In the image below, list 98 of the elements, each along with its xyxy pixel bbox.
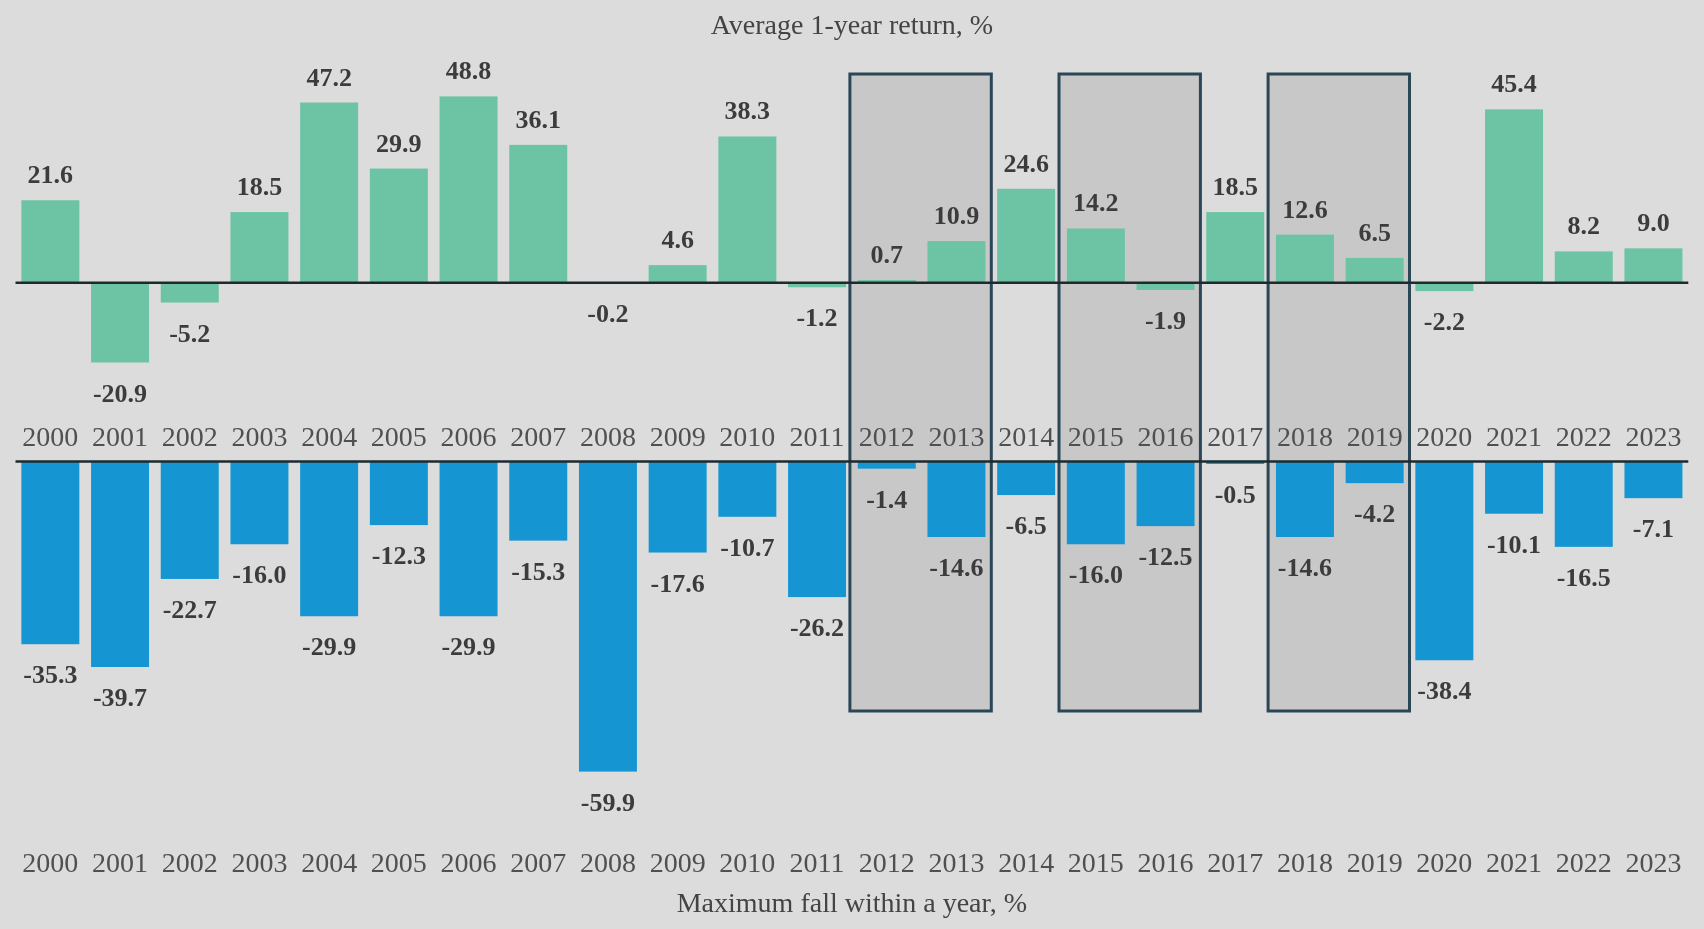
data-label: 12.6	[1282, 194, 1328, 224]
x-tick-label: 2002	[161, 421, 218, 452]
data-label: -1.4	[866, 484, 908, 514]
x-tick-label: 2016	[1137, 421, 1194, 452]
x-tick-label: 2018	[1276, 421, 1333, 452]
x-tick-label: 2013	[928, 421, 985, 452]
x-tick-label: 2008	[579, 847, 636, 878]
data-label: -16.5	[1556, 562, 1611, 592]
data-label: 21.6	[27, 160, 74, 190]
x-tick-label: 2001	[92, 421, 149, 452]
x-tick-label: 2017	[1207, 847, 1264, 878]
x-tick-label: 2021	[1486, 847, 1543, 878]
data-label: -15.3	[511, 556, 566, 586]
x-tick-label: 2005	[370, 421, 427, 452]
x-tick-label: 2016	[1137, 847, 1194, 878]
chart-title: Average 1-year return, %	[710, 9, 994, 40]
data-label: -35.3	[23, 660, 78, 690]
x-tick-label: 2023	[1625, 847, 1682, 878]
x-tick-label: 2012	[858, 421, 915, 452]
x-tick-label: 2000	[22, 847, 79, 878]
data-label: -10.7	[720, 532, 775, 562]
x-tick-label: 2017	[1207, 421, 1264, 452]
data-label: -20.9	[92, 378, 148, 408]
x-tick-label: 2006	[440, 421, 497, 452]
x-tick-label: 2011	[789, 421, 845, 452]
x-tick-label: 2002	[161, 847, 218, 878]
x-tick-label: 2010	[719, 847, 776, 878]
data-label: 10.9	[933, 201, 980, 231]
x-tick-label: 2013	[928, 847, 985, 878]
x-tick-label: 2009	[649, 847, 706, 878]
data-label: 6.5	[1358, 217, 1391, 247]
x-tick-label: 2011	[789, 847, 845, 878]
x-tick-label: 2003	[231, 421, 288, 452]
data-label: -0.5	[1214, 479, 1256, 509]
x-tick-label: 2020	[1416, 847, 1473, 878]
x-tick-label: 2006	[440, 847, 497, 878]
data-label: -17.6	[650, 568, 705, 598]
x-tick-label: 2022	[1555, 847, 1612, 878]
data-label: -16.0	[1068, 560, 1123, 590]
data-label: -7.1	[1632, 514, 1675, 544]
data-label: -14.6	[1277, 553, 1333, 583]
x-tick-label: 2019	[1346, 847, 1403, 878]
x-tick-label: 2022	[1555, 421, 1612, 452]
data-label: 18.5	[236, 172, 283, 202]
data-label: -5.2	[169, 318, 211, 348]
x-tick-label: 2001	[92, 847, 149, 878]
x-tick-label: 2000	[22, 421, 79, 452]
data-label: 38.3	[724, 96, 771, 126]
data-label: -6.5	[1005, 511, 1047, 541]
data-label: 24.6	[1003, 148, 1049, 178]
data-label: -29.9	[441, 632, 496, 662]
x-tick-label: 2014	[998, 847, 1055, 878]
data-label: -22.7	[162, 594, 217, 624]
x-tick-label: 2007	[510, 421, 567, 452]
x-tick-label: 2020	[1416, 421, 1473, 452]
data-label: 8.2	[1567, 211, 1600, 241]
data-label: -59.9	[580, 787, 636, 817]
data-label: -12.3	[371, 541, 426, 571]
x-tick-label: 2004	[301, 421, 358, 452]
x-tick-label: 2003	[231, 847, 288, 878]
x-tick-label: 2012	[858, 847, 915, 878]
data-label: -0.2	[587, 299, 629, 329]
x-tick-label: 2023	[1625, 421, 1682, 452]
x-tick-label: 2014	[998, 421, 1055, 452]
data-label: 45.4	[1491, 69, 1537, 99]
data-label: 47.2	[306, 62, 352, 92]
data-label: 9.0	[1637, 208, 1670, 238]
data-label: -14.6	[929, 553, 984, 583]
data-label: 29.9	[376, 128, 422, 158]
data-label: -26.2	[789, 613, 845, 643]
data-label: 36.1	[515, 104, 561, 134]
data-label: -12.5	[1138, 542, 1193, 572]
x-tick-label: 2007	[510, 847, 567, 878]
x-tick-label: 2021	[1486, 421, 1543, 452]
data-label: 4.6	[661, 225, 694, 255]
data-label: -4.2	[1354, 499, 1396, 529]
x-tick-label: 2019	[1346, 421, 1403, 452]
data-label: 0.7	[870, 240, 903, 270]
x-tick-label: 2018	[1276, 847, 1333, 878]
data-label: -10.1	[1486, 529, 1542, 559]
x-tick-label: 2015	[1067, 421, 1124, 452]
x-axis-title: Maximum fall within a year, %	[676, 887, 1028, 918]
data-label: 14.2	[1073, 188, 1119, 218]
x-tick-label: 2015	[1067, 847, 1124, 878]
data-label: -16.0	[232, 560, 287, 590]
data-label: -2.2	[1423, 307, 1465, 337]
x-tick-label: 2009	[649, 421, 706, 452]
x-tick-label: 2004	[301, 847, 358, 878]
data-label: 48.8	[445, 56, 492, 86]
x-tick-label: 2010	[719, 421, 776, 452]
data-label: 18.5	[1212, 172, 1258, 202]
x-tick-label: 2005	[370, 847, 427, 878]
x-tick-label: 2008	[579, 421, 636, 452]
data-label: -1.2	[796, 303, 838, 333]
data-label: -29.9	[302, 632, 357, 662]
data-label: -39.7	[92, 682, 148, 712]
data-label: -38.4	[1417, 676, 1472, 706]
data-label: -1.9	[1144, 305, 1187, 335]
